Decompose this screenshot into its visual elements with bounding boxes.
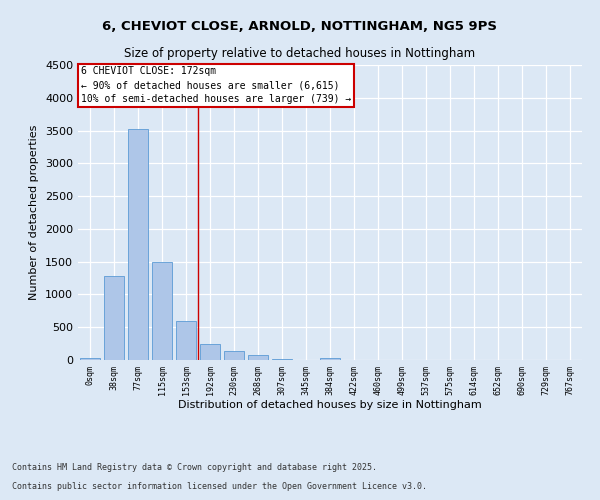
Bar [224,352,244,360]
Text: Contains HM Land Registry data © Crown copyright and database right 2025.: Contains HM Land Registry data © Crown c… [12,464,377,472]
Bar [80,358,100,360]
Bar [320,358,340,360]
Bar [176,320,196,360]
Text: 6, CHEVIOT CLOSE, ARNOLD, NOTTINGHAM, NG5 9PS: 6, CHEVIOT CLOSE, ARNOLD, NOTTINGHAM, NG… [103,20,497,33]
X-axis label: Distribution of detached houses by size in Nottingham: Distribution of detached houses by size … [178,400,482,410]
Text: Contains public sector information licensed under the Open Government Licence v3: Contains public sector information licen… [12,482,427,491]
Bar [272,358,292,360]
Y-axis label: Number of detached properties: Number of detached properties [29,125,40,300]
Bar [152,262,172,360]
Bar [104,276,124,360]
Bar [248,355,268,360]
Text: Size of property relative to detached houses in Nottingham: Size of property relative to detached ho… [124,48,476,60]
Text: 6 CHEVIOT CLOSE: 172sqm
← 90% of detached houses are smaller (6,615)
10% of semi: 6 CHEVIOT CLOSE: 172sqm ← 90% of detache… [80,66,351,104]
Bar [128,128,148,360]
Bar [200,344,220,360]
